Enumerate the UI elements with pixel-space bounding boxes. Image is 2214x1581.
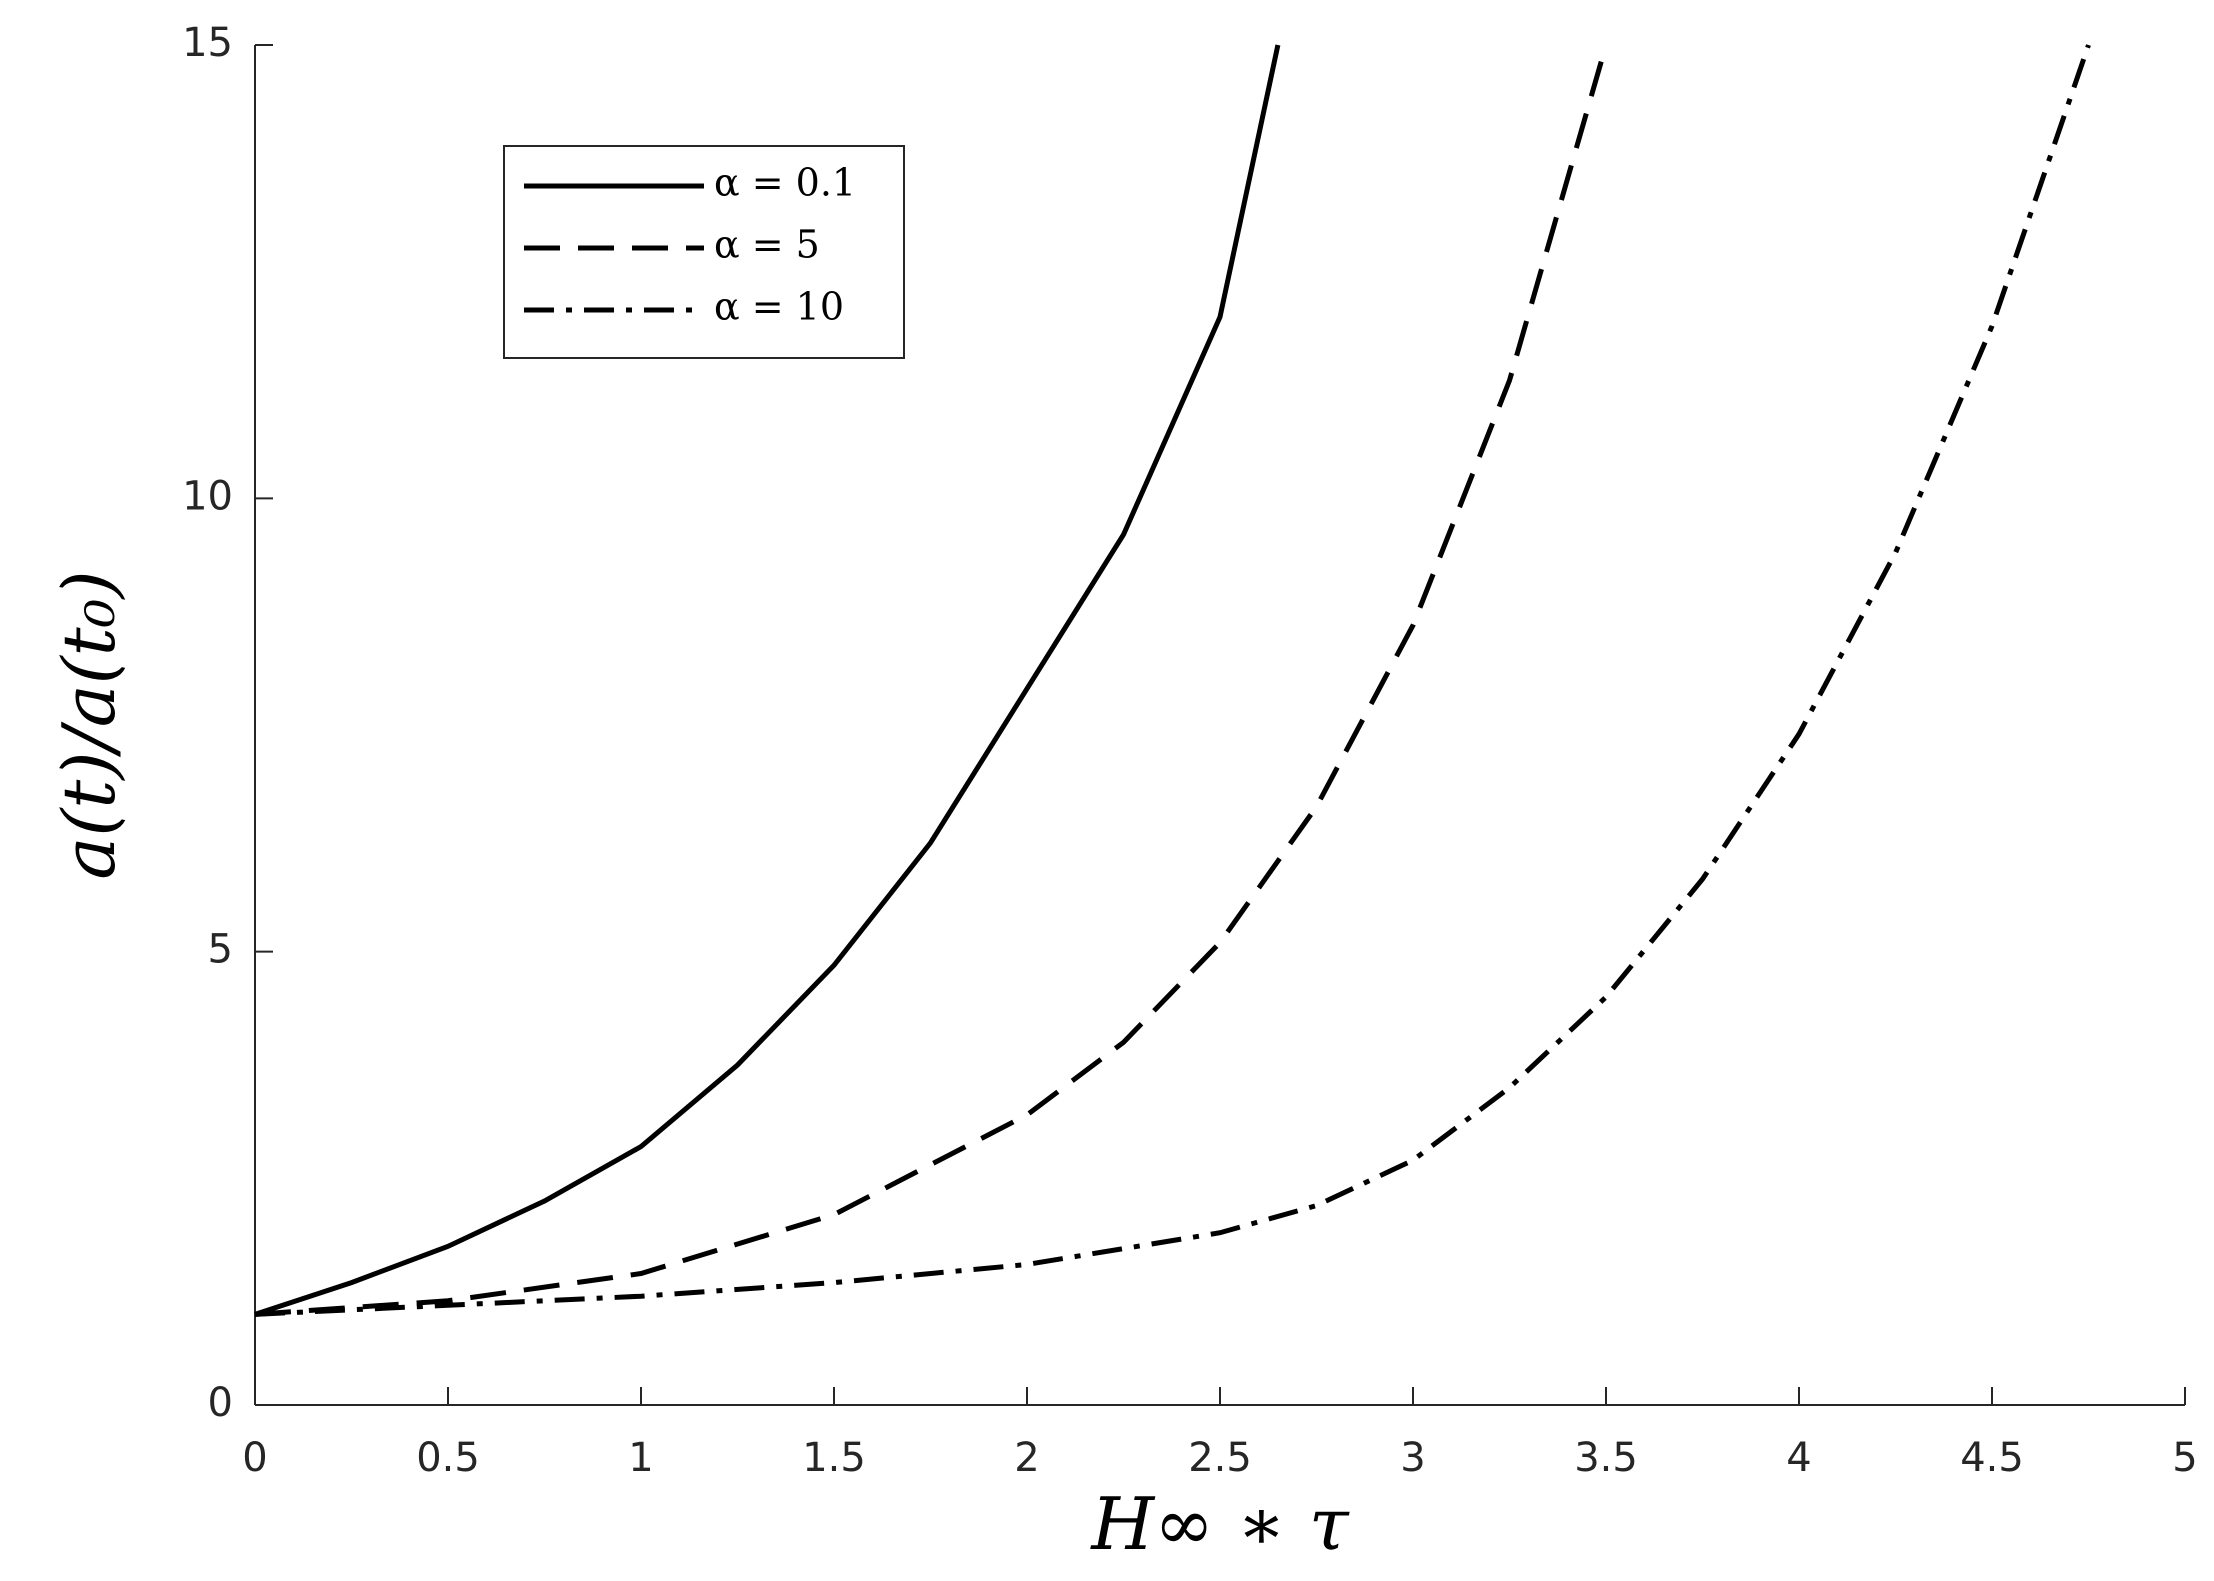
x-tick-label: 2 [1014, 1435, 1039, 1481]
x-tick-label: 0.5 [416, 1435, 480, 1481]
x-tick-label: 1.5 [802, 1435, 866, 1481]
x-tick-label: 4 [1786, 1435, 1811, 1481]
line [254, 44, 1281, 1317]
x-tick-label: 0 [242, 1435, 267, 1481]
legend-label: α = 10 [714, 285, 844, 329]
x-tick-label: 5 [2172, 1435, 2197, 1481]
legend-box [503, 145, 905, 359]
y-tick-label: 0 [208, 1380, 233, 1426]
y-tick-label: 10 [182, 473, 233, 519]
x-tick-label: 4.5 [1960, 1435, 2024, 1481]
y-axis-label: a(t)/a(t₀) [47, 570, 131, 879]
x-tick-label: 3 [1400, 1435, 1425, 1481]
x-axis-label: H∞ ∗ τ [1089, 1482, 1349, 1566]
legend-label: α = 5 [714, 223, 820, 267]
y-tick-label: 5 [208, 927, 233, 973]
line [254, 44, 1609, 1317]
legend-label: α = 0.1 [714, 161, 856, 205]
x-tick-label: 3.5 [1574, 1435, 1638, 1481]
x-tick-label: 1 [628, 1435, 653, 1481]
x-tick-label: 2.5 [1188, 1435, 1252, 1481]
y-tick-label: 15 [182, 20, 233, 66]
